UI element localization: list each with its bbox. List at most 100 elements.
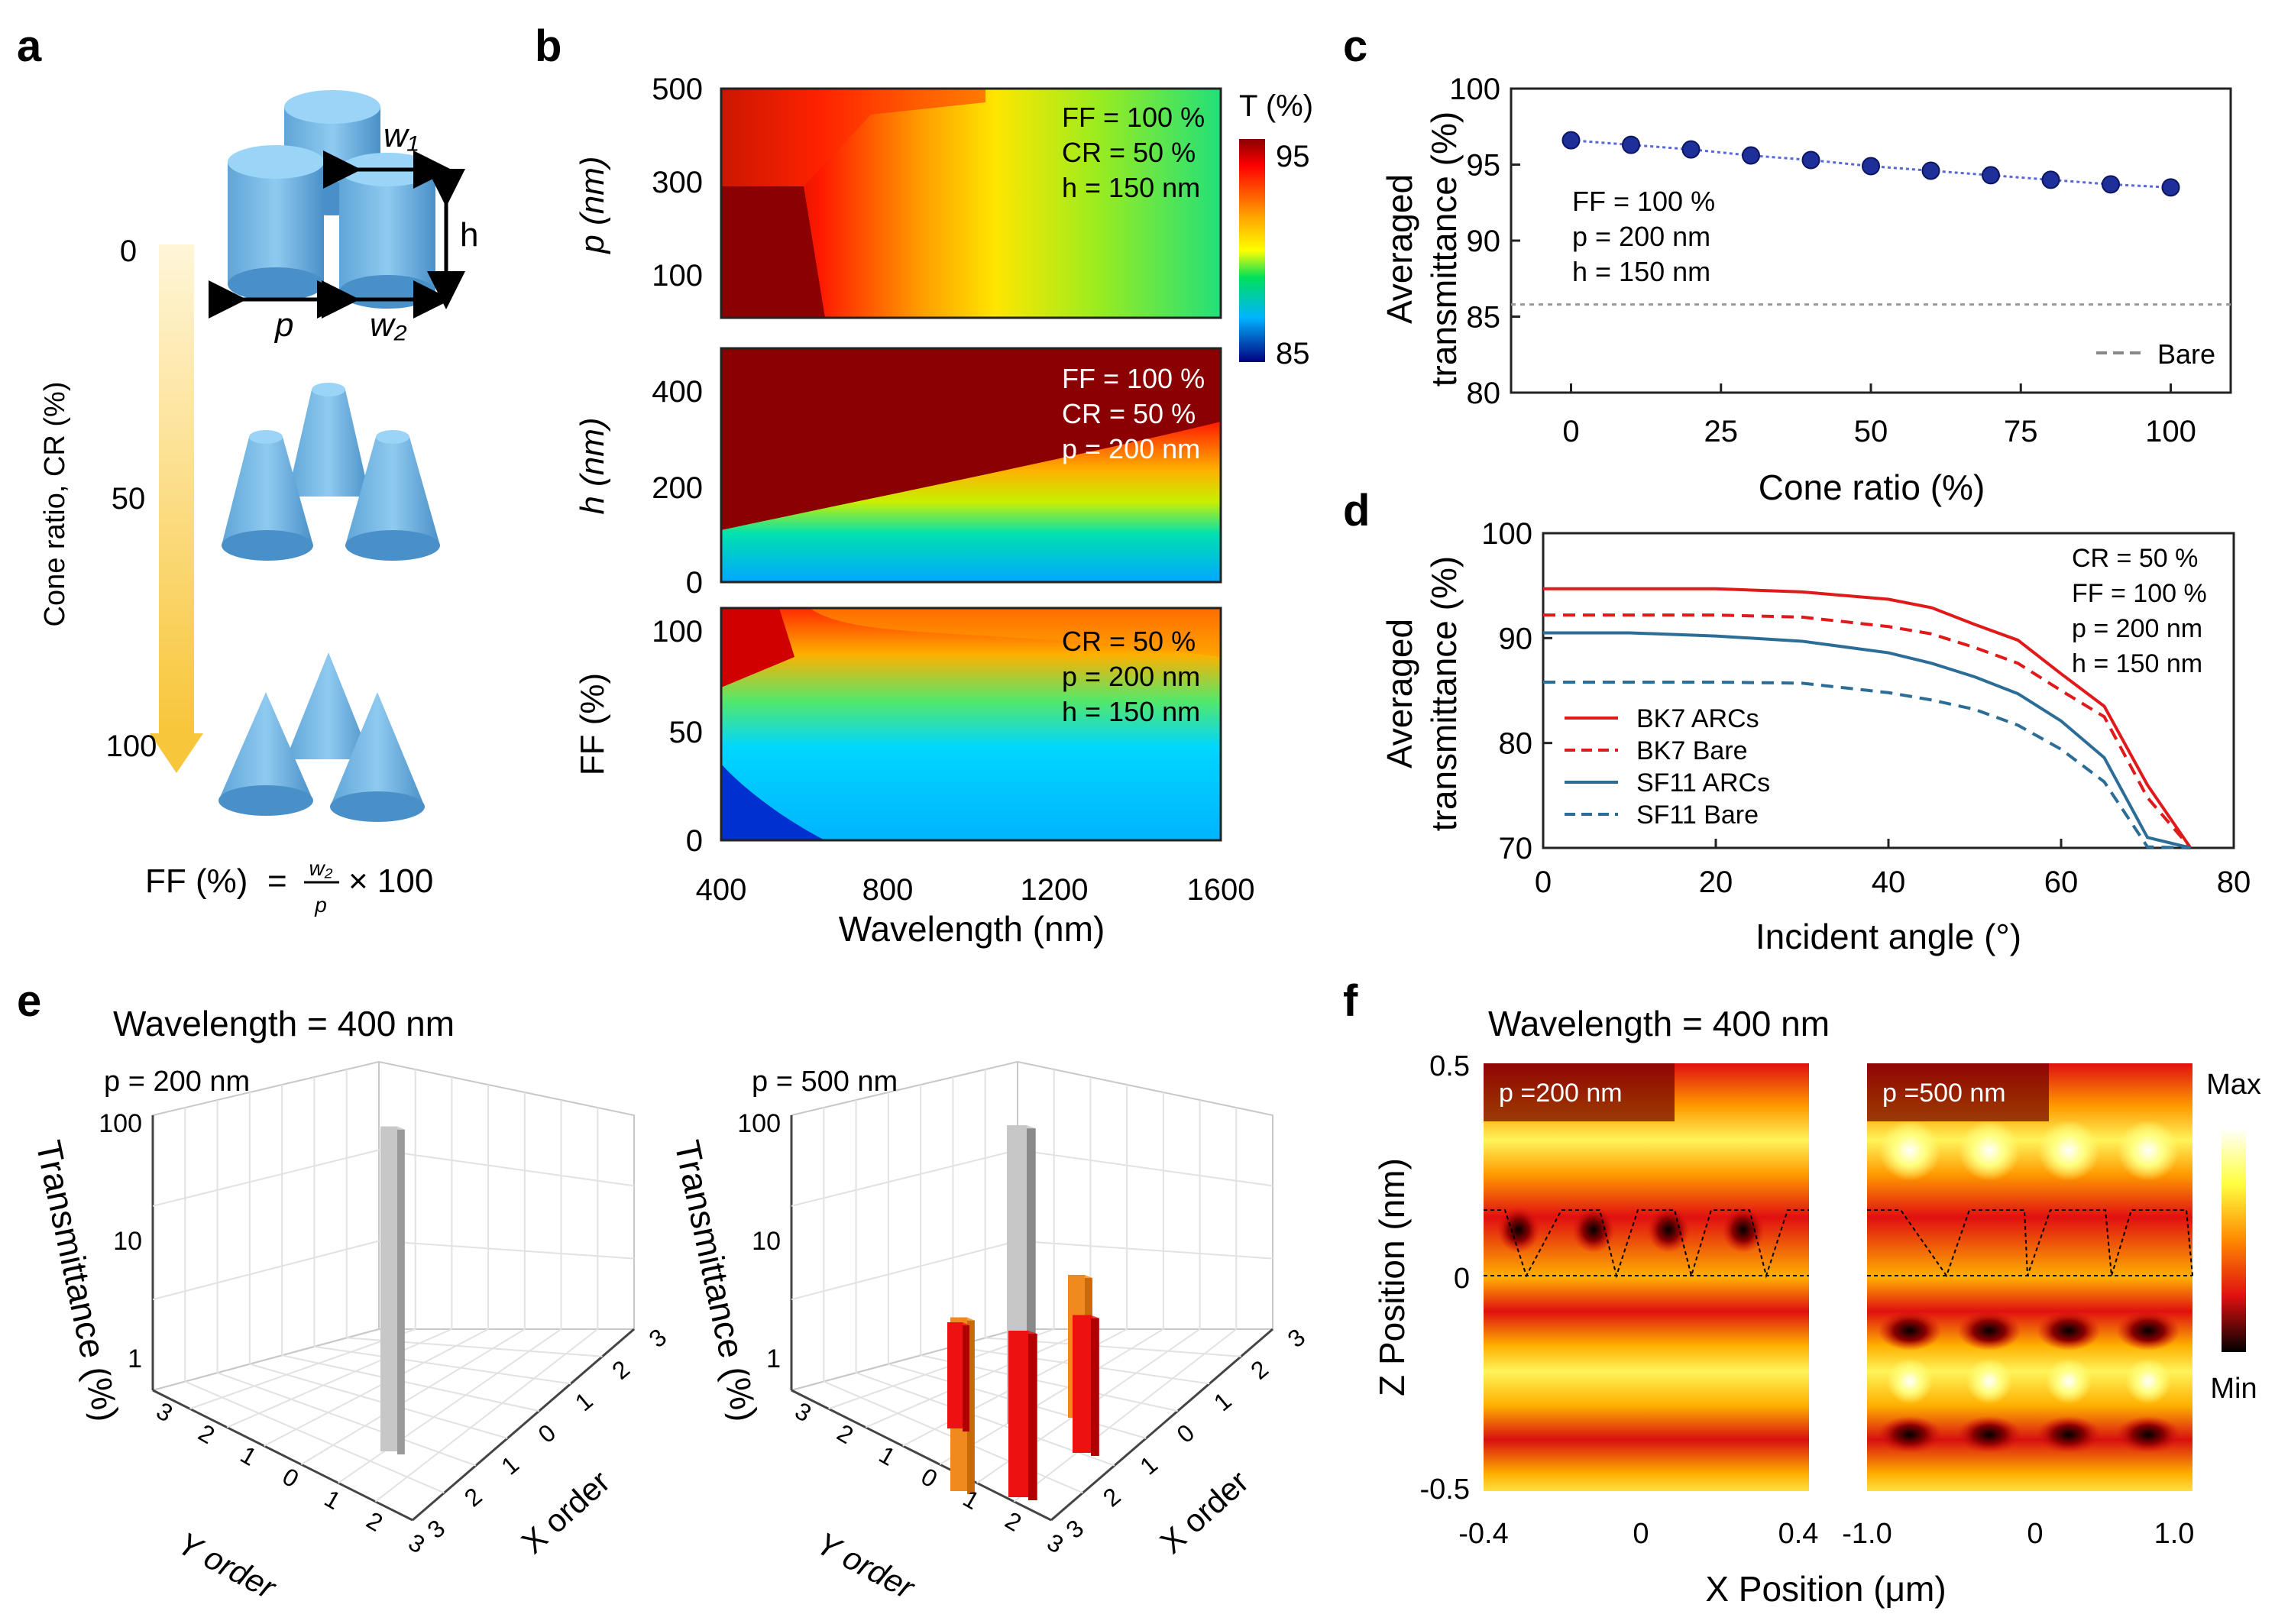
d-annot-ff: FF = 100 % bbox=[2072, 579, 2207, 608]
d-legend-sf11-arcs: SF11 ARCs bbox=[1636, 768, 1770, 797]
panel-b-axes: p (nm) h (nm) FF (%) 500 300 100 400 200… bbox=[574, 73, 1313, 949]
e-left-label: p = 200 nm bbox=[104, 1066, 250, 1098]
c-data-point bbox=[1622, 135, 1640, 154]
b1-ytick-500: 500 bbox=[652, 73, 703, 106]
e-y-order-tick: 1 bbox=[236, 1441, 261, 1471]
f-colorbar bbox=[2222, 1127, 2246, 1352]
d-ylabel-1: Averaged bbox=[1380, 619, 1419, 768]
e-y-order-tick: 0 bbox=[917, 1462, 942, 1493]
d-annot-h: h = 150 nm bbox=[2072, 649, 2202, 678]
e-right-ylabel: Y order bbox=[811, 1525, 921, 1606]
d-legend-bk7-bare: BK7 Bare bbox=[1636, 736, 1748, 765]
e-grid-line bbox=[374, 1328, 598, 1503]
c-annot-h: h = 150 nm bbox=[1572, 256, 1710, 287]
p-label: p bbox=[273, 306, 293, 344]
c-xtick-label: 75 bbox=[2004, 415, 2038, 448]
b2-annot-ff: FF = 100 % bbox=[1062, 363, 1205, 394]
c-points bbox=[1561, 131, 2180, 197]
formula-suffix: × 100 bbox=[348, 862, 433, 900]
e-right-bar-side-1-side bbox=[967, 1320, 975, 1494]
f-right-label: p =500 nm bbox=[1882, 1079, 2006, 1108]
panel-label-c: c bbox=[1343, 21, 1367, 71]
c-data-point bbox=[2102, 175, 2120, 194]
e-y-order-tick: 0 bbox=[278, 1462, 303, 1493]
e-x-order-tick: 2 bbox=[1098, 1482, 1126, 1512]
e-grid-line bbox=[865, 1328, 1091, 1428]
b2-ytick-200: 200 bbox=[652, 471, 703, 505]
cone-array bbox=[218, 652, 425, 822]
cr-tick-50: 50 bbox=[112, 482, 146, 516]
c-data-point bbox=[1561, 131, 1581, 150]
d-legend: BK7 ARCs BK7 Bare SF11 ARCs SF11 Bare bbox=[1565, 704, 1770, 830]
e-x-order-tick: 1 bbox=[1209, 1386, 1237, 1416]
d-xtick-label: 80 bbox=[2217, 865, 2251, 899]
b-colorbar-max: 95 bbox=[1276, 140, 1310, 173]
e-x-order-tick: 3 bbox=[1283, 1323, 1311, 1353]
c-data-point bbox=[1801, 150, 1820, 170]
e-y-order-tick: 3 bbox=[152, 1396, 177, 1427]
c-xtick-label: 25 bbox=[1704, 415, 1739, 448]
e-grid-line bbox=[314, 1345, 571, 1385]
f-xlabel: X Position (μm) bbox=[1705, 1569, 1946, 1609]
b2-ytick-400: 400 bbox=[652, 375, 703, 409]
b2-ylabel: h (nm) bbox=[574, 417, 611, 514]
cone-ratio-arrow-head bbox=[150, 733, 203, 773]
b-colorbar bbox=[1239, 139, 1265, 362]
c-data-point bbox=[2161, 178, 2180, 197]
e-right-xlabel: X order bbox=[1153, 1464, 1255, 1561]
panel-label-e: e bbox=[17, 976, 41, 1026]
e-right-bar-side-2 bbox=[947, 1322, 963, 1428]
e-right-bar-side-5-side bbox=[1091, 1318, 1099, 1456]
e-y-order-tick: 3 bbox=[404, 1528, 429, 1558]
e-right-bars bbox=[947, 1125, 1099, 1500]
e-y-order-tick: 2 bbox=[362, 1506, 387, 1537]
e-grid-line bbox=[1017, 1240, 1273, 1260]
e-y-order-tick: 1 bbox=[875, 1441, 900, 1471]
f-left-xtick-m04: -0.4 bbox=[1458, 1518, 1508, 1550]
e-x-order-tick: 2 bbox=[459, 1482, 487, 1512]
e-grid-line bbox=[791, 1240, 1018, 1301]
b3-annot-h: h = 150 nm bbox=[1062, 696, 1200, 727]
e-left-bars bbox=[380, 1126, 405, 1454]
e-x-order-tick: 0 bbox=[533, 1419, 561, 1448]
c-data-point bbox=[1862, 157, 1880, 176]
e-x-order-tick: 1 bbox=[1134, 1451, 1163, 1480]
panel-label-b: b bbox=[535, 21, 561, 71]
cone-ratio-arrow bbox=[159, 244, 194, 733]
b2-ytick-0: 0 bbox=[686, 566, 703, 600]
e-grid-line bbox=[338, 1328, 562, 1484]
e-x-order-tick: 0 bbox=[1172, 1419, 1200, 1448]
c-xlabel: Cone ratio (%) bbox=[1759, 467, 1985, 507]
e-grid-line bbox=[378, 1149, 635, 1187]
b-xtick-1200: 1200 bbox=[1021, 873, 1089, 907]
cr-tick-100: 100 bbox=[106, 730, 157, 763]
e-left-zt-1: 1 bbox=[128, 1344, 142, 1373]
c-annot-p: p = 200 nm bbox=[1572, 221, 1710, 252]
b2-annotations: FF = 100 % CR = 50 % p = 200 nm bbox=[1062, 363, 1205, 464]
d-ytick-label: 100 bbox=[1481, 517, 1532, 551]
e-right-zlabel: Transmittance (%) bbox=[667, 1137, 765, 1425]
f-left-cone-outline bbox=[1484, 1209, 1809, 1279]
c-ytick-label: 85 bbox=[1467, 301, 1501, 335]
c-data-point bbox=[1742, 146, 1760, 165]
f-right-cone-outline bbox=[1867, 1209, 2193, 1278]
e-x-order-tick: 2 bbox=[607, 1355, 635, 1385]
e-left-xlabel: X order bbox=[514, 1464, 616, 1561]
e-grid-line bbox=[217, 1372, 477, 1467]
d-legend-sf11-bare: SF11 Bare bbox=[1636, 801, 1759, 830]
e-grid-line bbox=[1017, 1149, 1273, 1187]
c-ytick-label: 100 bbox=[1449, 73, 1500, 106]
d-annotations: CR = 50 % FF = 100 % p = 200 nm h = 150 … bbox=[2072, 544, 2207, 678]
e-right-bar-side-2-top bbox=[947, 1322, 969, 1326]
c-ytick-label: 80 bbox=[1467, 377, 1501, 410]
panel-d: 70 80 90 100 0 20 40 60 80 CR = 50 % FF = 100 % … bbox=[1380, 517, 2251, 956]
f-ytick-0: 0 bbox=[1454, 1263, 1470, 1295]
formula-denominator: p bbox=[314, 893, 327, 917]
d-series-line-1 bbox=[1543, 587, 2192, 849]
cylinder-array: w₁ h p w₂ bbox=[209, 90, 478, 344]
b3-ytick-0: 0 bbox=[686, 824, 703, 858]
b1-annot-cr: CR = 50 % bbox=[1062, 137, 1196, 168]
f-right-xtick-1: 1.0 bbox=[2154, 1518, 2195, 1550]
f-right-hotspots bbox=[1878, 1120, 2180, 1453]
d-xtick-label: 40 bbox=[1872, 865, 1906, 899]
